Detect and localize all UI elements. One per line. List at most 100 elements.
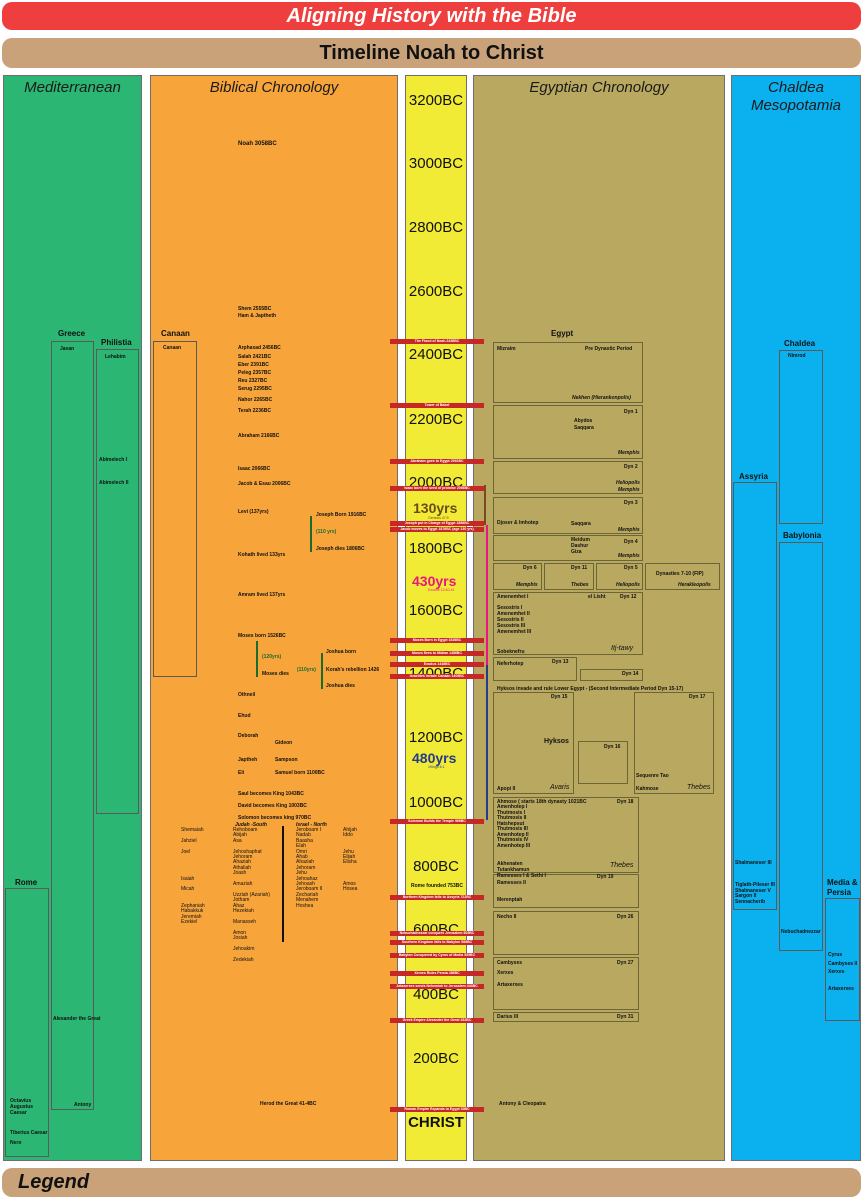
antony-cleopatra-label: Antony & Cleopatra <box>499 1101 546 1107</box>
meidum-label: Meidum <box>571 537 590 543</box>
event-bar: Tower of Babel <box>390 403 484 408</box>
cambyses-label: Cambyses <box>497 960 523 966</box>
event-bar: Jacob moves to Egypt 1876BC (age 130 yrs… <box>390 527 484 532</box>
dyn3-label: Dyn 3 <box>624 500 638 506</box>
moses-born-label: Moses born 1526BC <box>238 633 286 639</box>
dyn2-box <box>493 461 643 494</box>
joshua-span-label: (110yrs) <box>297 667 316 673</box>
memphis2-label: Memphis <box>618 487 640 493</box>
neferhotep-label: Neferhotep <box>497 661 524 667</box>
dyn26-box <box>493 911 639 955</box>
rome-box <box>5 888 49 1157</box>
nahor-label: Nahor 2265BC <box>238 397 273 403</box>
joseph-lifespan-line <box>310 516 312 552</box>
dyn11-box <box>544 563 594 590</box>
dyn1-label: Dyn 1 <box>624 409 638 415</box>
itjtawy-label: Itj-tawy <box>611 645 634 652</box>
isaac-label: Isaac 2066BC <box>238 466 271 472</box>
dyn15-box <box>493 692 574 794</box>
octavius-label: Octavius Augustus Caesar <box>10 1098 34 1116</box>
heliopolis1-label: Heliopolis <box>616 480 640 486</box>
israel-heading: Israel - North <box>296 822 327 828</box>
event-bar: Babylon Conquered by Cyrus of Media 539B… <box>390 953 484 958</box>
assyria-box <box>733 482 777 910</box>
dyn14-box <box>580 669 643 681</box>
assyria-kings-list: Tiglath-Pileser III Shalmaneser V Sargon… <box>735 882 775 905</box>
alexander-label: Alexander the Great <box>53 1016 101 1022</box>
dyn26-label: Dyn 26 <box>617 914 634 920</box>
thebes3-label: Thebes <box>610 862 634 869</box>
event-bar: Southern Kingdom falls to Babylon 586BC <box>390 940 484 945</box>
dyn6-box <box>493 563 542 590</box>
event-bar: The Flood of Noah 2458BC <box>390 339 484 344</box>
dyn18-kings-list: Amenhotep I Thutmosis I Thutmosis II Hat… <box>497 804 531 849</box>
japtheh-label: Japtheh <box>238 757 258 763</box>
subtitle-banner: Timeline Noah to Christ <box>2 38 861 68</box>
year-label: 400BC <box>413 986 459 1003</box>
philistia-box <box>96 349 139 814</box>
span-480-label: 480yrs <box>412 750 457 766</box>
judah-kings-list: Rehoboam Abijah Asa Jehoshaphat Jehoram … <box>233 827 270 963</box>
legend-banner: Legend <box>2 1168 861 1197</box>
dyn27-box <box>493 957 639 1010</box>
deborah-label: Deborah <box>238 733 259 739</box>
media-persia-box <box>825 898 860 1021</box>
saqqara1-label: Saqqara <box>574 425 594 431</box>
dyn4-label: Dyn 4 <box>624 539 638 545</box>
dyn31-label: Dyn 31 <box>617 1014 634 1020</box>
span-430-note: Exodus 12:40-41 <box>428 588 455 592</box>
dyn11-label: Dyn 11 <box>571 565 588 571</box>
joseph-dies-label: Joseph dies 1806BC <box>316 546 365 552</box>
ehud-label: Ehud <box>238 713 251 719</box>
gideon-label: Gideon <box>275 740 293 746</box>
dyn14-label: Dyn 14 <box>622 671 639 677</box>
dyn6-label: Dyn 6 <box>523 565 537 571</box>
antony-label: Antony <box>74 1102 92 1108</box>
abraham-label: Abraham 2166BC <box>238 433 280 439</box>
dyn18-label: Dyn 18 <box>617 799 634 805</box>
shem-label: Shem 2555BC <box>238 306 272 312</box>
year-label: 3200BC <box>408 92 464 109</box>
event-bar: Northern Kingdom falls to Assyria 722BC <box>390 895 484 900</box>
thebes1-label: Thebes <box>571 582 589 588</box>
judah-heading: Judah -South <box>235 822 267 828</box>
peleg-label: Peleg 2357BC <box>238 370 272 376</box>
fip-label: Dynasties 7-10 (FIP) <box>656 571 704 577</box>
heliopolis2-label: Heliopolis <box>616 582 640 588</box>
joseph-span-label: (110 yrs) <box>316 529 337 535</box>
year-column <box>405 75 467 1161</box>
dyn1-box <box>493 405 643 459</box>
event-bar: Abraham goes to Egypt 2091BC <box>390 459 484 464</box>
event-bar: Isaac born the seed of promise 2066BC <box>390 486 484 491</box>
legend-label: Legend <box>18 1171 90 1193</box>
mediterranean-heading: Mediterranean <box>24 79 121 96</box>
akhenaten-label: Akhenaten <box>497 861 523 867</box>
span-line-130 <box>484 485 486 525</box>
ramesses2-label: Ramesses II <box>497 880 526 886</box>
hyksos-invade-label: Hyksos invade and rule Lower Egypt - (Se… <box>497 686 684 692</box>
chaldea-box <box>779 350 823 524</box>
saqqara2-label: Saqqara <box>571 521 591 527</box>
philistia-label: Philistia <box>101 338 132 347</box>
predynastic-box <box>493 342 643 403</box>
solomon-label: Solomon becomes king 970BC <box>238 815 312 821</box>
israel-kings-list: Jeroboam I Nadab Baasha Elah Omri Ahab A… <box>296 827 323 909</box>
event-bar: Xerxes Rules Persia 486BC <box>390 971 484 976</box>
jacob-label: Jacob & Esau 2006BC <box>238 481 291 487</box>
joseph-born-label: Joseph Born 1916BC <box>316 512 367 518</box>
herod-label: Herod the Great 41-4BC <box>260 1101 317 1107</box>
joshua-born-label: Joshua born <box>326 649 357 655</box>
dyn5-label: Dyn 5 <box>624 565 638 571</box>
merenptah-label: Merenptah <box>497 897 523 903</box>
abimelech2-label: Abimelech II <box>99 480 129 486</box>
event-bar: Roman Empire Expands to Egypt 30BC <box>390 1107 484 1112</box>
dyn13-label: Dyn 13 <box>552 659 569 665</box>
canaan-label: Canaan <box>163 345 182 351</box>
dyn15-label: Dyn 15 <box>551 694 568 700</box>
egyptian-column: Egyptian Chronology <box>473 75 725 1161</box>
year-label: 1800BC <box>408 540 464 557</box>
avaris-label: Avaris <box>550 784 570 791</box>
dashur-label: Dashur <box>571 543 589 549</box>
title-banner: Aligning History with the Bible <box>2 2 861 30</box>
year-label: 1000BC <box>408 794 464 811</box>
